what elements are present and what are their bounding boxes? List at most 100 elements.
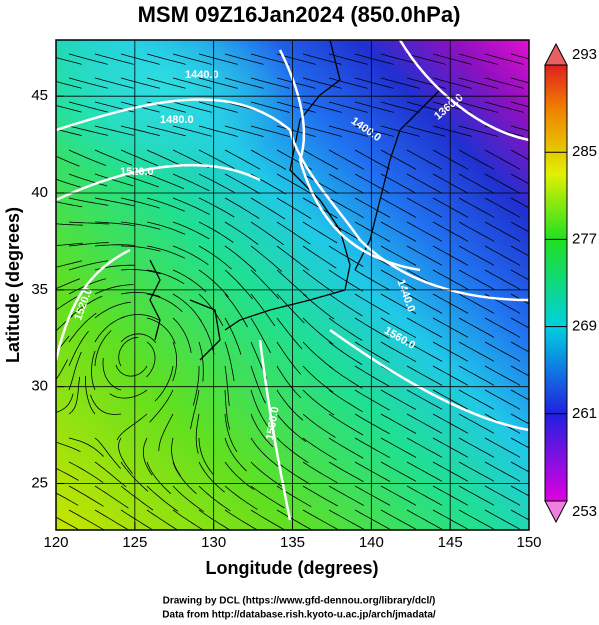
streamline: [224, 221, 259, 245]
streamline: [56, 201, 83, 208]
streamline: [116, 413, 148, 441]
streamline: [120, 221, 161, 230]
streamline: [406, 413, 443, 434]
streamline: [380, 77, 420, 89]
streamline: [198, 53, 238, 65]
streamline: [91, 350, 96, 391]
streamline: [224, 197, 260, 219]
streamline: [276, 413, 307, 442]
streamline: [120, 53, 160, 65]
streamline: [68, 312, 97, 343]
streamline: [276, 197, 312, 220]
colorbar: [544, 64, 568, 502]
streamline: [94, 330, 112, 367]
streamline: [224, 437, 247, 472]
streamline: [250, 149, 287, 170]
streamline: [146, 341, 156, 378]
streamline: [380, 461, 417, 482]
streamline: [68, 376, 81, 415]
streamline: [328, 125, 368, 137]
streamline: [406, 389, 443, 410]
streamline: [56, 492, 79, 506]
streamline: [172, 341, 178, 382]
streamline: [458, 149, 495, 170]
streamline: [56, 81, 82, 89]
streamline: [224, 389, 231, 430]
x-tick-label: 140: [359, 534, 384, 551]
streamline: [56, 359, 68, 380]
streamline: [147, 534, 182, 554]
streamline: [328, 485, 365, 506]
streamline: [250, 389, 269, 427]
streamline: [406, 485, 443, 506]
y-tick-label: 35: [31, 281, 48, 298]
streamline: [198, 437, 214, 475]
streamline: [458, 221, 495, 242]
streamline: [84, 375, 96, 415]
streamline: [458, 173, 495, 194]
streamline: [484, 317, 521, 338]
streamline: [458, 293, 495, 314]
streamline: [406, 53, 446, 65]
streamline: [338, 40, 342, 41]
streamline: [250, 197, 286, 220]
streamline: [354, 53, 394, 65]
streamline: [302, 245, 337, 269]
streamline: [90, 394, 122, 415]
streamline: [78, 40, 82, 41]
streamline: [276, 317, 303, 350]
streamline: [276, 221, 311, 245]
streamline: [172, 173, 210, 192]
streamline: [224, 317, 242, 355]
streamline: [484, 245, 521, 266]
streamline: [484, 365, 521, 386]
streamline: [250, 221, 285, 246]
streamline: [224, 461, 254, 490]
streamline: [224, 77, 264, 89]
colorbar-tick-label: 277: [572, 230, 597, 247]
streamline: [484, 77, 524, 89]
streamline: [354, 413, 390, 435]
streamline: [56, 260, 82, 268]
streamline: [380, 509, 417, 530]
streamline: [276, 269, 308, 297]
colorbar-tick-label: 269: [572, 318, 597, 335]
streamline: [328, 461, 364, 483]
streamline: [56, 393, 74, 413]
streamline: [198, 245, 232, 270]
streamline: [146, 149, 184, 167]
contour-label: 1560.0: [264, 406, 282, 441]
streamline: [120, 149, 158, 167]
streamline: [154, 365, 174, 402]
streamlines: [56, 40, 529, 554]
streamline: [109, 389, 148, 399]
colorbar-extend: [544, 42, 568, 66]
streamline: [510, 53, 529, 60]
streamline: [276, 125, 316, 137]
streamline: [68, 330, 89, 367]
streamline: [68, 149, 107, 166]
streamline: [198, 269, 229, 298]
streamline: [458, 197, 495, 218]
streamline: [406, 101, 446, 113]
streamline: [224, 341, 235, 381]
streamline: [458, 389, 495, 410]
streamline: [94, 149, 133, 166]
streamline: [328, 197, 364, 219]
credit: Drawing by DCL (https://www.gfd-dennou.o…: [163, 596, 436, 607]
streamline: [484, 101, 524, 113]
streamline: [485, 534, 520, 553]
streamline: [195, 413, 200, 454]
streamline: [68, 242, 109, 247]
y-tick-label: 25: [31, 474, 48, 491]
streamline: [380, 125, 420, 137]
streamline: [328, 293, 363, 317]
streamline: [510, 77, 529, 84]
colorbar-tick-label: 253: [572, 503, 597, 520]
streamline: [234, 40, 238, 41]
streamline: [250, 125, 290, 137]
streamline: [364, 40, 368, 41]
streamline: [286, 40, 290, 41]
streamline: [172, 221, 210, 240]
